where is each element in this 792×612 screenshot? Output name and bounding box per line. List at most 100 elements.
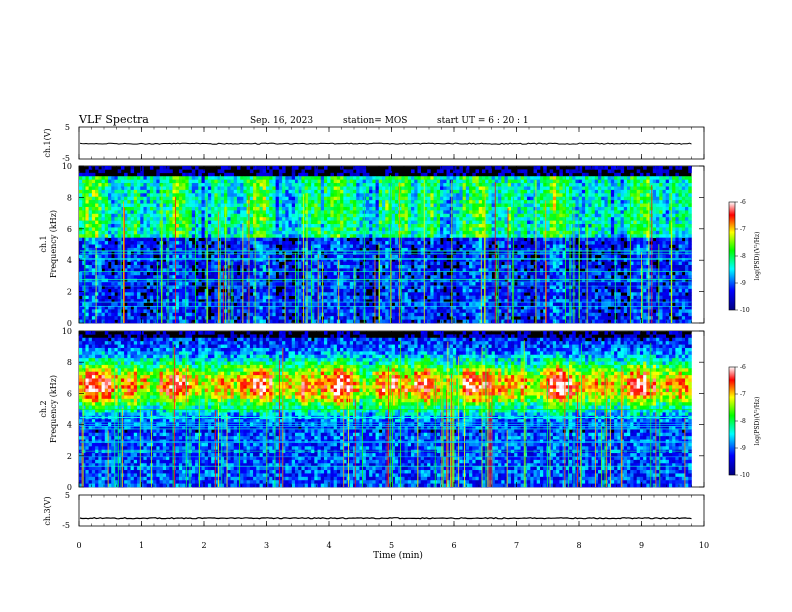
spectrogram-cell	[220, 217, 225, 221]
spectrogram-cell	[127, 203, 131, 208]
spectrogram-cell	[404, 200, 409, 204]
spectrogram-cell	[446, 244, 451, 249]
spectrogram-cell	[414, 206, 418, 211]
spectrogram-cell	[120, 254, 125, 259]
spectrogram-cell	[359, 230, 363, 235]
spectrogram-cell	[182, 251, 186, 256]
spectrogram-cell	[307, 319, 312, 324]
spectrogram-cell	[249, 319, 254, 324]
spectrogram-cell	[79, 224, 83, 228]
spectrogram-cell	[394, 200, 399, 204]
spectrogram-cell	[417, 271, 422, 276]
spectrogram-cell	[311, 309, 315, 314]
spectrogram-cell	[330, 258, 334, 262]
spectrogram-cell	[130, 309, 135, 314]
spectrogram-cell	[420, 213, 425, 218]
spectrogram-cell	[356, 224, 360, 228]
spectrogram-cell	[159, 200, 164, 204]
spectrogram-cell	[282, 186, 286, 191]
spectrogram-cell	[159, 206, 164, 211]
spectrogram-cell	[124, 292, 128, 296]
spectrogram-cell	[391, 319, 396, 324]
spectrogram-cell	[79, 193, 83, 198]
spectrogram-cell	[198, 312, 202, 317]
spectrogram-cell	[327, 292, 331, 296]
spectrogram-cell	[298, 282, 302, 286]
spectrogram-cell	[236, 312, 241, 317]
spectrogram-cell	[452, 247, 457, 252]
spectrogram-cell	[82, 186, 86, 191]
spectrogram-cell	[195, 309, 199, 314]
spectrogram-cell	[207, 285, 212, 290]
spectrogram-cell	[330, 193, 334, 198]
spectrogram-cell	[130, 227, 135, 232]
spectrogram-cell	[207, 295, 212, 300]
spectrogram-cell	[114, 186, 118, 191]
spectrogram-cell	[130, 285, 135, 290]
spectrogram-cell	[156, 268, 160, 273]
spectrogram-cell	[427, 196, 431, 201]
spectrogram-cell	[420, 217, 425, 221]
spectrogram-cell	[191, 305, 196, 310]
spectrogram-cell	[375, 210, 380, 215]
spectrogram-cell	[285, 251, 289, 256]
spectrogram-cell	[427, 183, 431, 187]
spectrogram-cell	[407, 251, 412, 256]
spectrogram-cell	[82, 200, 86, 204]
spectrogram-cell	[82, 305, 86, 310]
spectrogram-cell	[365, 193, 370, 198]
spectrogram-cell	[314, 264, 318, 269]
spectrogram-cell	[91, 176, 96, 180]
spectrogram-cell	[178, 176, 183, 180]
spectrogram-cell	[385, 179, 389, 184]
spectrogram-cell	[214, 292, 218, 296]
spectrogram-cell	[236, 237, 241, 242]
spectrogram-cell	[175, 316, 180, 320]
spectrogram-cell	[91, 247, 96, 252]
spectrogram-cell	[462, 230, 467, 235]
spectrogram-cell	[130, 183, 135, 187]
spectrogram-cell	[456, 193, 460, 198]
spectrogram-cell	[298, 234, 302, 238]
spectrogram-cell	[423, 285, 428, 290]
spectrogram-cell	[117, 169, 122, 174]
spectrogram-cell	[349, 217, 354, 221]
spectrogram-cell	[137, 268, 141, 273]
spectrogram-cell	[249, 196, 254, 201]
spectrogram-cell	[427, 292, 431, 296]
spectrogram-cell	[146, 230, 151, 235]
spectrogram-cell	[304, 295, 309, 300]
spectrogram-cell	[423, 217, 428, 221]
spectrogram-cell	[378, 292, 383, 296]
spectrogram-cell	[269, 282, 273, 286]
spectrogram-cell	[162, 268, 167, 273]
spectrogram-cell	[230, 186, 235, 191]
spectrogram-cell	[140, 237, 144, 242]
spectrogram-cell	[88, 282, 93, 286]
spectrogram-cell	[272, 305, 276, 310]
spectrogram-cell	[172, 206, 177, 211]
spectrogram-cell	[414, 316, 418, 320]
spectrogram-cell	[401, 183, 405, 187]
spectrogram-cell	[127, 220, 131, 225]
spectrogram-cell	[314, 316, 318, 320]
spectrogram-cell	[265, 261, 270, 266]
spectrogram-cell	[359, 254, 363, 259]
spectrogram-cell	[356, 220, 360, 225]
spectrogram-cell	[233, 312, 238, 317]
spectrogram-cell	[262, 230, 267, 235]
spectrogram-cell	[443, 282, 447, 286]
spectrogram-cell	[256, 247, 260, 252]
spectrogram-cell	[401, 305, 405, 310]
spectrogram-cell	[349, 319, 354, 324]
spectrogram-cell	[272, 261, 276, 266]
spectrogram-cell	[249, 224, 254, 228]
spectrogram-cell	[440, 244, 444, 249]
spectrogram-cell	[182, 193, 186, 198]
spectrogram-cell	[372, 220, 376, 225]
spectrogram-cell	[195, 251, 199, 256]
spectrogram-cell	[269, 210, 273, 215]
spectrogram-cell	[330, 220, 334, 225]
spectrogram-cell	[130, 295, 135, 300]
spectrogram-cell	[201, 220, 206, 225]
